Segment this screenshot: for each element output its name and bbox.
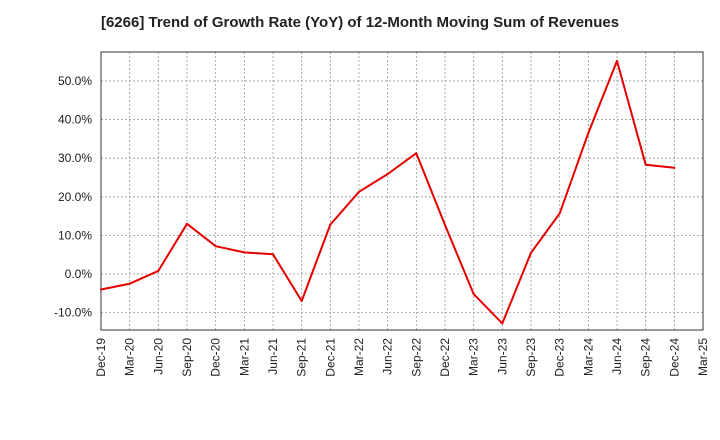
x-tick-label: Jun-21 (266, 338, 280, 375)
x-tick-label: Jun-22 (381, 338, 395, 375)
data-point (558, 212, 561, 215)
data-point (472, 293, 475, 296)
x-tick-label: Jun-20 (151, 338, 165, 375)
y-tick-label: 50.0% (58, 74, 92, 88)
x-tick-label: Dec-23 (553, 338, 567, 377)
data-point (329, 223, 332, 226)
data-point (300, 300, 303, 303)
data-point (501, 322, 504, 325)
y-tick-label: 20.0% (58, 190, 92, 204)
chart-title: [6266] Trend of Growth Rate (YoY) of 12-… (100, 14, 620, 31)
x-tick-label: Dec-19 (94, 338, 108, 377)
data-point (100, 288, 102, 291)
data-point (128, 282, 131, 285)
x-tick-label: Jun-24 (610, 338, 624, 375)
y-tick-label: 30.0% (58, 151, 92, 165)
x-tick-label: Mar-21 (237, 338, 251, 376)
data-point (214, 245, 217, 248)
data-point (673, 166, 676, 169)
x-tick-label: Dec-24 (667, 338, 681, 377)
y-tick-label: 40.0% (58, 113, 92, 127)
x-tick-label: Mar-25 (696, 338, 710, 376)
data-point (243, 251, 246, 254)
x-tick-label: Sep-22 (409, 338, 423, 377)
data-point (444, 223, 446, 226)
x-tick-label: Sep-21 (295, 338, 309, 377)
x-tick-label: Jun-23 (495, 338, 509, 375)
data-point (415, 152, 418, 155)
plot-frame (100, 51, 704, 331)
y-tick-label: -10.0% (54, 306, 92, 320)
x-tick-label: Dec-22 (438, 338, 452, 377)
data-point (186, 222, 188, 225)
y-tick-label: 0.0% (65, 267, 93, 281)
data-point (530, 251, 532, 254)
x-tick-label: Mar-22 (352, 338, 366, 376)
x-tick-label: Sep-24 (639, 338, 653, 377)
data-point (358, 190, 360, 193)
data-point (616, 59, 618, 62)
x-tick-label: Sep-20 (180, 338, 194, 377)
data-point (386, 173, 389, 176)
x-tick-label: Mar-24 (581, 338, 595, 376)
x-tick-label: Sep-23 (524, 338, 538, 377)
plot-area (101, 52, 703, 330)
data-point (644, 163, 647, 166)
y-tick-label: 10.0% (58, 228, 92, 242)
x-tick-label: Mar-20 (123, 338, 137, 376)
x-tick-label: Dec-20 (209, 338, 223, 377)
x-tick-label: Mar-23 (467, 338, 481, 376)
data-point (157, 269, 160, 272)
data-point (587, 132, 590, 135)
data-point (272, 253, 274, 256)
x-tick-label: Dec-21 (323, 338, 337, 377)
